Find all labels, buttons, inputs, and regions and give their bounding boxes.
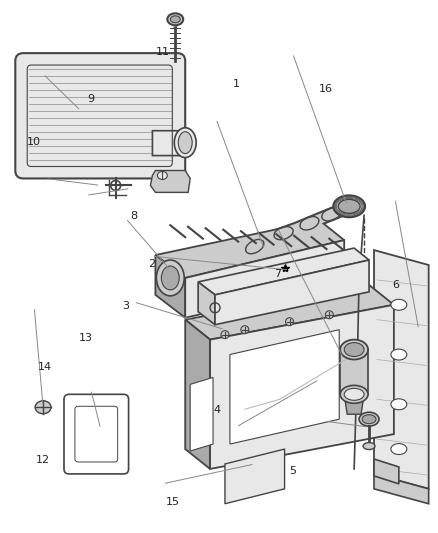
Text: 11: 11	[155, 47, 170, 56]
Bar	[275, 276, 293, 286]
Ellipse shape	[156, 260, 184, 296]
Polygon shape	[230, 330, 339, 444]
Text: 12: 12	[35, 455, 50, 465]
Ellipse shape	[362, 415, 376, 424]
Polygon shape	[155, 255, 185, 318]
Ellipse shape	[344, 343, 364, 357]
Text: 4: 4	[213, 405, 220, 415]
Ellipse shape	[241, 326, 249, 334]
Ellipse shape	[344, 389, 364, 400]
Text: 9: 9	[87, 94, 94, 104]
Text: 15: 15	[166, 497, 180, 507]
Text: 13: 13	[79, 333, 93, 343]
Ellipse shape	[391, 300, 407, 310]
Polygon shape	[198, 248, 369, 295]
Polygon shape	[374, 459, 399, 484]
Ellipse shape	[338, 199, 360, 213]
Polygon shape	[225, 449, 285, 504]
FancyBboxPatch shape	[15, 53, 185, 179]
Polygon shape	[150, 171, 190, 192]
Polygon shape	[374, 250, 429, 489]
Text: 1: 1	[233, 78, 240, 88]
Polygon shape	[185, 240, 344, 318]
Ellipse shape	[161, 266, 179, 290]
Ellipse shape	[170, 16, 180, 23]
Polygon shape	[152, 131, 185, 156]
Polygon shape	[210, 305, 394, 469]
Text: 10: 10	[27, 137, 41, 147]
Polygon shape	[374, 474, 429, 504]
Polygon shape	[344, 394, 364, 414]
Ellipse shape	[391, 399, 407, 410]
Bar	[200, 285, 218, 295]
Bar	[300, 273, 318, 283]
Ellipse shape	[340, 340, 368, 360]
Ellipse shape	[35, 401, 51, 414]
Ellipse shape	[359, 412, 379, 426]
Ellipse shape	[221, 330, 229, 338]
Ellipse shape	[340, 385, 368, 403]
Bar	[225, 282, 243, 292]
Polygon shape	[190, 377, 213, 451]
Text: 14: 14	[38, 362, 52, 372]
Ellipse shape	[178, 132, 192, 154]
Ellipse shape	[286, 318, 293, 326]
Ellipse shape	[391, 349, 407, 360]
Polygon shape	[215, 260, 369, 325]
Polygon shape	[198, 282, 215, 325]
Bar	[250, 279, 268, 289]
Text: 2: 2	[148, 259, 155, 269]
Polygon shape	[185, 320, 210, 469]
Text: 6: 6	[392, 280, 399, 290]
Polygon shape	[155, 220, 344, 278]
Ellipse shape	[363, 442, 375, 449]
Ellipse shape	[325, 311, 333, 319]
Ellipse shape	[174, 128, 196, 158]
Ellipse shape	[391, 443, 407, 455]
Text: 16: 16	[318, 84, 332, 94]
Ellipse shape	[167, 13, 183, 25]
Polygon shape	[340, 350, 368, 394]
Text: 5: 5	[290, 466, 297, 475]
Text: 8: 8	[131, 211, 138, 221]
Ellipse shape	[333, 196, 365, 217]
Polygon shape	[185, 285, 394, 340]
Text: 7: 7	[274, 270, 281, 279]
Text: 3: 3	[122, 301, 129, 311]
Ellipse shape	[157, 172, 167, 180]
